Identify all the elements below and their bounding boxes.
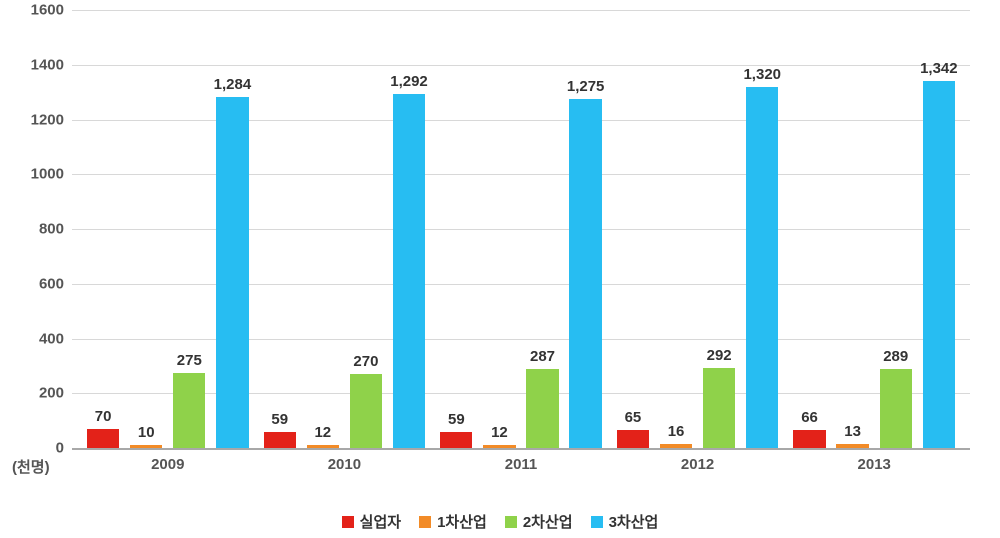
legend-label: 3차산업 [609, 511, 659, 532]
bar-value-label: 292 [707, 347, 732, 364]
bar-value-label: 289 [883, 348, 908, 365]
bar: 1,320 [746, 87, 778, 448]
chart-container: 0 200 400 600 800 1000 1200 1400 1600 70 10 275 1,28… [0, 0, 1000, 538]
bar: 1,342 [923, 81, 955, 448]
bar-value-label: 12 [491, 424, 508, 441]
legend-label: 실업자 [360, 511, 401, 532]
bar: 59 [440, 432, 472, 448]
y-tick-label: 1000 [31, 166, 64, 183]
bar-value-label: 70 [95, 408, 112, 425]
bar-value-label: 1,275 [567, 78, 605, 95]
bar: 12 [483, 445, 515, 448]
bar-group: 66 13 289 1,342 [793, 10, 955, 448]
bar: 13 [836, 444, 868, 448]
x-tick-label: 2012 [681, 456, 714, 473]
legend-swatch [419, 516, 431, 528]
y-tick-label: 1200 [31, 111, 64, 128]
y-tick-label: 1400 [31, 56, 64, 73]
bar-value-label: 1,342 [920, 60, 958, 77]
bar-value-label: 1,284 [214, 76, 252, 93]
bar-value-label: 1,292 [390, 73, 428, 90]
bar: 1,284 [216, 97, 248, 448]
bar: 1,275 [569, 99, 601, 448]
bar: 287 [526, 369, 558, 448]
bar: 270 [350, 374, 382, 448]
bar-group: 65 16 292 1,320 [617, 10, 779, 448]
legend-item: 실업자 [342, 511, 401, 532]
bar-value-label: 1,320 [743, 66, 781, 83]
bar-group: 59 12 270 1,292 [264, 10, 426, 448]
legend-label: 1차산업 [437, 511, 487, 532]
bar-value-label: 12 [314, 424, 331, 441]
legend-item: 3차산업 [591, 511, 659, 532]
legend-swatch [342, 516, 354, 528]
bar-value-label: 66 [801, 409, 818, 426]
bar: 66 [793, 430, 825, 448]
y-tick-label: 800 [39, 221, 64, 238]
x-tick-label: 2009 [151, 456, 184, 473]
legend: 실업자 1차산업 2차산업 3차산업 [0, 511, 1000, 532]
y-tick-label: 0 [56, 440, 64, 457]
bar: 292 [703, 368, 735, 448]
y-tick-label: 200 [39, 385, 64, 402]
legend-swatch [591, 516, 603, 528]
bar-value-label: 270 [353, 353, 378, 370]
y-tick-label: 1600 [31, 2, 64, 19]
y-tick-label: 400 [39, 330, 64, 347]
bar-value-label: 13 [844, 423, 861, 440]
bar-value-label: 10 [138, 424, 155, 441]
bar: 289 [880, 369, 912, 448]
bar: 59 [264, 432, 296, 448]
bar-value-label: 16 [668, 423, 685, 440]
bar-value-label: 287 [530, 348, 555, 365]
bar-value-label: 59 [448, 411, 465, 428]
x-tick-label: 2010 [328, 456, 361, 473]
bar: 275 [173, 373, 205, 448]
legend-item: 2차산업 [505, 511, 573, 532]
bar-group: 59 12 287 1,275 [440, 10, 602, 448]
bar-value-label: 65 [625, 409, 642, 426]
bar: 65 [617, 430, 649, 448]
bar: 10 [130, 445, 162, 448]
y-axis-unit-label: (천명) [12, 456, 50, 477]
x-tick-label: 2013 [858, 456, 891, 473]
bar-group: 70 10 275 1,284 [87, 10, 249, 448]
y-tick-label: 600 [39, 275, 64, 292]
bar: 16 [660, 444, 692, 448]
legend-swatch [505, 516, 517, 528]
bar: 12 [307, 445, 339, 448]
bar-value-label: 59 [271, 411, 288, 428]
legend-item: 1차산업 [419, 511, 487, 532]
bar: 70 [87, 429, 119, 448]
bar: 1,292 [393, 94, 425, 448]
legend-label: 2차산업 [523, 511, 573, 532]
x-tick-label: 2011 [505, 456, 538, 473]
bar-value-label: 275 [177, 352, 202, 369]
plot-area: 0200400600800100012001400160070102751,28… [72, 10, 970, 450]
